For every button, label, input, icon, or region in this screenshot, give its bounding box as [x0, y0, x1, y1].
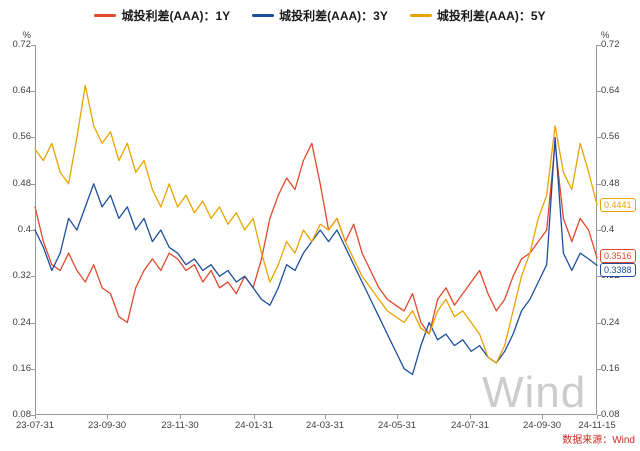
x-axis-label: 24-07-31	[450, 420, 490, 431]
x-axis-label: 24-05-31	[377, 420, 417, 431]
legend-label-5y: 城投利差(AAA)：5Y	[436, 9, 546, 23]
y-axis-label-right: 0.24	[601, 317, 620, 328]
y-axis-label-right: 0.16	[601, 363, 620, 374]
y-axis-unit-right: %	[601, 30, 610, 41]
chart-legend: 城投利差(AAA)：1Y 城投利差(AAA)：3Y 城投利差(AAA)：5Y	[0, 7, 640, 24]
series-line-3y	[34, 136, 598, 376]
y-axis-label-right: 0.48	[601, 178, 620, 189]
legend-line-3y-icon	[252, 14, 275, 17]
y-axis-label-right: 0.56	[601, 131, 620, 142]
x-axis-label: 24-11-15	[578, 420, 616, 431]
end-value-label-1y: 0.3516	[600, 249, 636, 263]
legend-label-3y: 城投利差(AAA)：3Y	[279, 9, 388, 23]
x-axis-label: 24-09-30	[522, 420, 562, 431]
legend-label-1y: 城投利差(AAA)：1Y	[121, 9, 231, 23]
y-axis-label-left: 0.72	[12, 39, 32, 50]
end-value-label-3y: 0.3388	[600, 263, 636, 277]
wind-watermark: Wind	[482, 368, 587, 417]
legend-item-1y[interactable]: 城投利差(AAA)：1Y	[94, 7, 230, 24]
y-axis-label-left: 0.56	[12, 131, 32, 142]
series-line-1y	[34, 142, 598, 335]
y-axis-label-left: 0.16	[12, 363, 32, 374]
y-axis-label-left: 0.48	[12, 178, 32, 189]
x-axis-label: 23-11-30	[161, 420, 199, 431]
y-axis-label-right: 0.08	[601, 409, 620, 420]
y-axis-label-right: 0.64	[601, 85, 620, 96]
data-source-note: 数据来源：Wind	[562, 435, 635, 446]
legend-item-5y[interactable]: 城投利差(AAA)：5Y	[409, 7, 546, 24]
legend-line-1y-icon	[94, 14, 117, 17]
x-axis-label: 24-01-31	[234, 420, 274, 431]
y-axis-label-left: 0.64	[12, 85, 32, 96]
legend-line-5y-icon	[409, 14, 432, 17]
y-axis-label-left: 0.32	[12, 270, 32, 281]
legend-item-3y[interactable]: 城投利差(AAA)：3Y	[252, 7, 388, 24]
y-axis-label-left: 0.4	[17, 224, 31, 235]
x-axis-label: 23-07-31	[15, 420, 55, 431]
y-axis-label-right: 0.4	[601, 224, 615, 235]
x-axis-label: 23-09-30	[87, 420, 127, 431]
y-axis-label-left: 0.08	[12, 409, 32, 420]
y-axis-unit-left: %	[22, 30, 31, 41]
y-axis-label-right: 0.72	[601, 39, 620, 50]
x-axis-label: 24-03-31	[305, 420, 345, 431]
y-axis-label-left: 0.24	[12, 317, 32, 328]
end-value-label-5y: 0.4441	[600, 198, 636, 212]
series-line-5y	[34, 84, 598, 364]
